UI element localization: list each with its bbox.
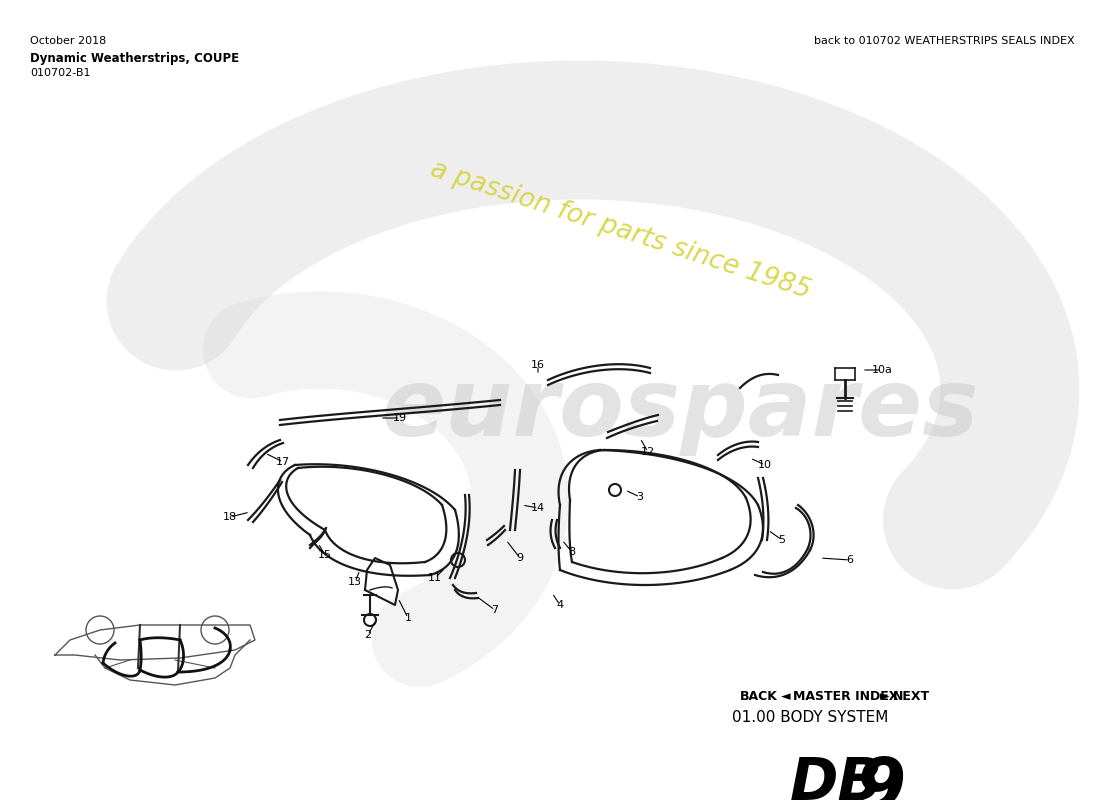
Text: 10: 10 [758, 460, 772, 470]
Text: 11: 11 [428, 573, 442, 583]
Text: 2: 2 [364, 630, 372, 640]
Text: Dynamic Weatherstrips, COUPE: Dynamic Weatherstrips, COUPE [30, 52, 239, 65]
Text: 6: 6 [847, 555, 854, 565]
Text: ◄: ◄ [781, 690, 791, 703]
Text: 19: 19 [393, 413, 407, 423]
Text: 9: 9 [855, 755, 905, 800]
Text: NEXT: NEXT [893, 690, 931, 703]
Text: BACK: BACK [740, 690, 778, 703]
Text: DB: DB [790, 755, 883, 800]
Text: eurospares: eurospares [382, 364, 979, 456]
Text: 13: 13 [348, 577, 362, 587]
Text: 10a: 10a [871, 365, 892, 375]
Text: 010702-B1: 010702-B1 [30, 68, 90, 78]
Text: 5: 5 [779, 535, 785, 545]
Text: 4: 4 [557, 600, 563, 610]
Text: 14: 14 [531, 503, 546, 513]
Text: 7: 7 [492, 605, 498, 615]
Text: 8: 8 [569, 547, 575, 557]
Text: MASTER INDEX: MASTER INDEX [793, 690, 899, 703]
Text: 3: 3 [637, 492, 644, 502]
Text: a passion for parts since 1985: a passion for parts since 1985 [427, 156, 814, 304]
Text: 1: 1 [405, 613, 411, 623]
Text: 12: 12 [641, 447, 656, 457]
Text: 17: 17 [276, 457, 290, 467]
Text: back to 010702 WEATHERSTRIPS SEALS INDEX: back to 010702 WEATHERSTRIPS SEALS INDEX [814, 36, 1075, 46]
Text: 15: 15 [318, 550, 332, 560]
Text: 18: 18 [223, 512, 238, 522]
Text: 01.00 BODY SYSTEM: 01.00 BODY SYSTEM [732, 710, 888, 725]
Text: 16: 16 [531, 360, 544, 370]
Text: ►: ► [880, 690, 890, 703]
Text: October 2018: October 2018 [30, 36, 107, 46]
Text: 9: 9 [516, 553, 524, 563]
